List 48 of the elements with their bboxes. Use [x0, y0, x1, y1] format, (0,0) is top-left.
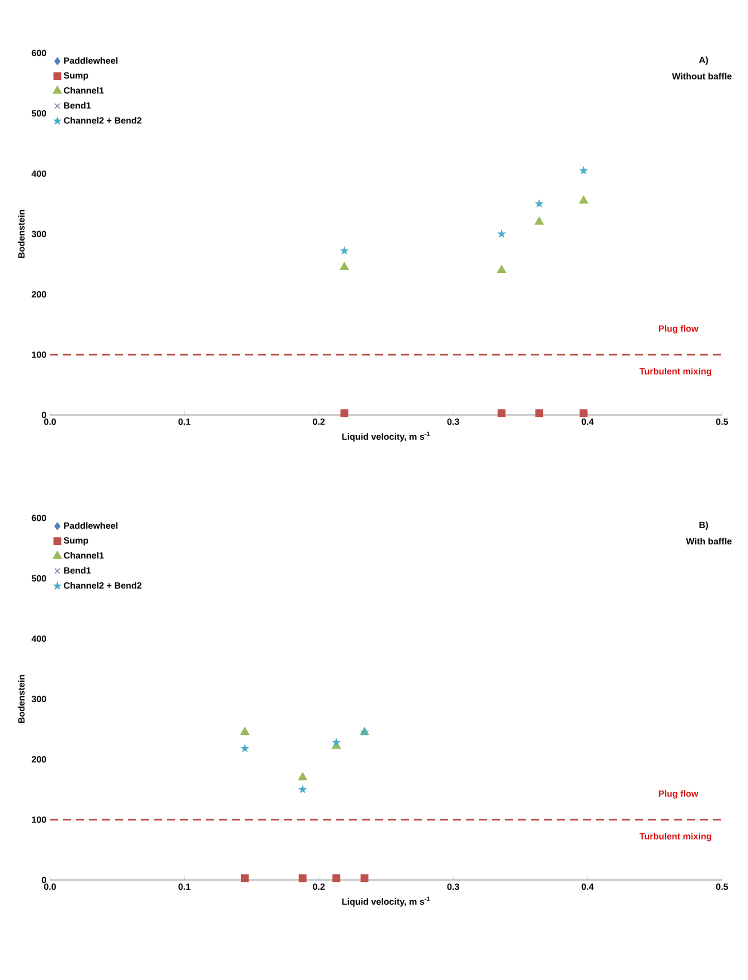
x-tick-label: 0.1: [178, 884, 190, 890]
legend-label: Sump: [64, 72, 88, 80]
legend-label: Channel1: [64, 552, 104, 559]
legend-label: Bend1: [64, 567, 91, 574]
y-tick-label: 600: [32, 50, 46, 56]
x-tick-label: 0.2: [312, 884, 325, 890]
x-tick-label: 0.5: [716, 884, 728, 890]
x-tick-label: 0.3: [447, 884, 460, 890]
x-tick-label: 0.0: [44, 884, 56, 890]
legend-label: Sump: [64, 537, 88, 546]
y-tick-label: 500: [32, 110, 46, 117]
x-tick-label: 0.2: [312, 418, 325, 425]
y-tick-label: 100: [32, 351, 46, 358]
x-tick-label: 0.4: [582, 418, 594, 425]
y-axis-title: Bodenstein: [18, 675, 25, 723]
y-tick-label: 0: [42, 876, 46, 884]
y-axis-title: Bodenstein: [18, 210, 25, 258]
y-tick-label: 400: [32, 170, 46, 177]
y-tick-label: 600: [32, 514, 46, 522]
x-tick-label: 0.5: [716, 418, 728, 425]
legend-label: Channel2 + Bend2: [64, 582, 142, 589]
annotation: Turbulent mixing: [640, 368, 712, 376]
y-tick-label: 500: [32, 575, 46, 582]
annotation: Without baffle: [672, 72, 732, 80]
annotation: B): [699, 522, 708, 530]
legend-label: Channel2 + Bend2: [64, 117, 142, 124]
legend-label: Channel1: [64, 86, 104, 94]
legend-label: Paddlewheel: [64, 522, 118, 529]
y-tick-label: 300: [32, 230, 46, 238]
annotation: A): [699, 56, 708, 65]
annotation: With baffle: [686, 538, 732, 544]
annotation: Plug flow: [658, 790, 698, 799]
y-tick-label: 100: [32, 816, 46, 823]
legend-label: Bend1: [64, 102, 91, 109]
x-tick-label: 0.1: [178, 418, 190, 425]
legend-label: Paddlewheel: [64, 57, 118, 64]
x-tick-label: 0.4: [582, 884, 594, 890]
x-axis-title: Liquid velocity, m s$^{-1}$: [342, 896, 430, 907]
annotation: Turbulent mixing: [640, 832, 712, 842]
y-tick-label: 200: [32, 291, 46, 298]
y-tick-label: 0: [42, 412, 46, 418]
y-tick-label: 300: [32, 696, 46, 702]
x-axis-title: Liquid velocity, m s$^{-1}$: [342, 432, 430, 442]
y-tick-label: 400: [32, 635, 46, 642]
x-tick-label: 0.0: [44, 418, 56, 425]
y-tick-label: 200: [32, 756, 46, 763]
x-tick-label: 0.3: [447, 418, 460, 425]
annotation: Plug flow: [658, 325, 698, 334]
